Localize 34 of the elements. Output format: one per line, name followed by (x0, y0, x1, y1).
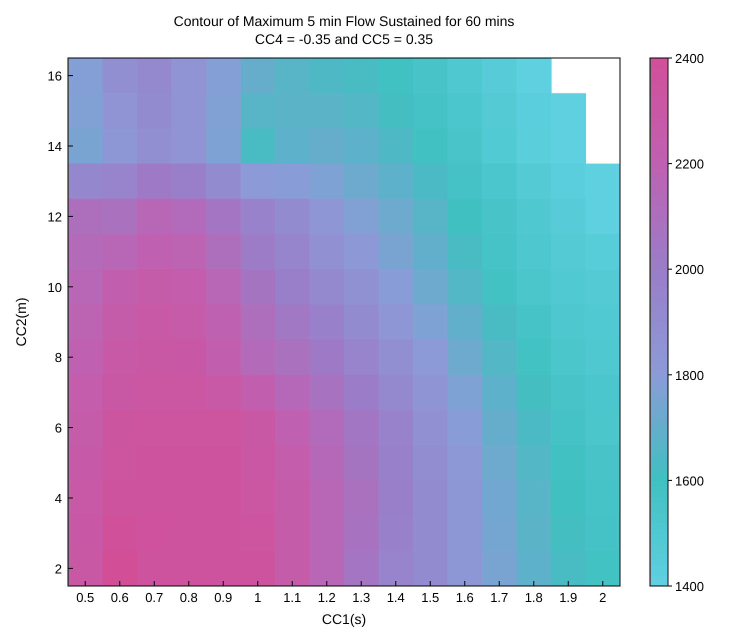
x-tick-label: 1 (254, 590, 262, 605)
y-tick-label: 10 (48, 280, 62, 295)
y-tick-label: 8 (54, 350, 62, 366)
x-tick-label: 1.9 (559, 590, 578, 605)
chart-subtitle: CC4 = -0.35 and CC5 = 0.35 (254, 31, 434, 47)
x-tick-label: 1.3 (352, 590, 370, 605)
x-tick-label: 1.4 (386, 590, 405, 605)
color-bar-label: 2000 (675, 262, 704, 278)
y-tick-label: 6 (54, 420, 62, 436)
color-bar-label: 2200 (675, 156, 704, 172)
x-tick-label: 0.8 (180, 590, 198, 605)
y-tick-label: 4 (54, 491, 62, 506)
color-bar-label: 2400 (675, 51, 704, 66)
x-tick-label: 1.8 (524, 590, 543, 605)
y-tick-label: 16 (48, 68, 62, 84)
y-tick-label: 14 (48, 139, 62, 154)
x-tick-label: 0.7 (145, 590, 164, 605)
x-tick-label: 1.5 (421, 590, 440, 605)
y-tick-label: 12 (48, 209, 62, 224)
x-tick-label: 0.9 (214, 590, 232, 605)
color-bar-label: 1800 (675, 368, 704, 383)
x-tick-label: 1.2 (318, 590, 336, 605)
x-tick-label: 1.6 (456, 590, 474, 605)
x-tick-label: 2 (599, 590, 606, 605)
x-tick-label: 0.6 (110, 590, 129, 605)
y-axis-title: CC2(m) (13, 298, 29, 346)
x-axis-title: CC1(s) (322, 611, 366, 627)
x-tick-label: 1.7 (490, 590, 508, 605)
color-bar-label: 1400 (675, 579, 704, 594)
x-tick-label: 0.5 (76, 590, 94, 605)
chart-title: Contour of Maximum 5 min Flow Sustained for 60 mins (174, 13, 514, 29)
x-tick-label: 1.1 (283, 590, 302, 605)
y-tick-label: 2 (54, 561, 62, 576)
color-bar-label: 1600 (675, 473, 704, 488)
